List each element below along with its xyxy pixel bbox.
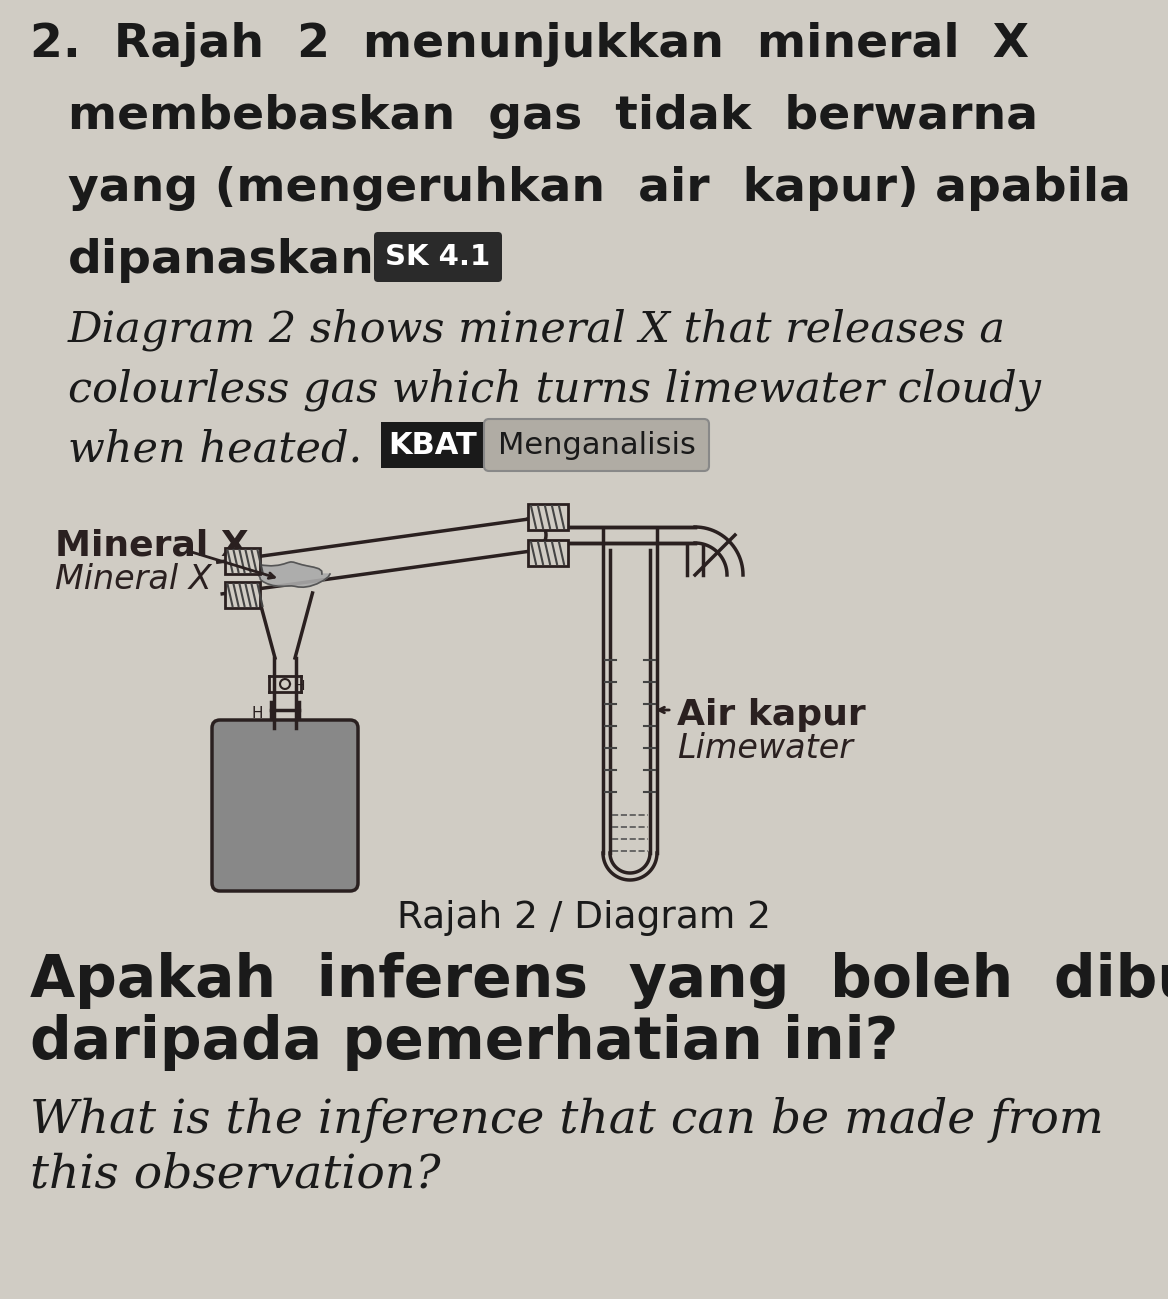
- Text: KBAT: KBAT: [389, 430, 478, 460]
- Text: Apakah  inferens  yang  boleh  dibuat: Apakah inferens yang boleh dibuat: [30, 952, 1168, 1009]
- Text: when heated.: when heated.: [68, 427, 362, 470]
- Text: Menganalisis: Menganalisis: [498, 430, 695, 460]
- Text: dipanaskan.: dipanaskan.: [68, 238, 392, 283]
- FancyBboxPatch shape: [374, 233, 502, 282]
- FancyBboxPatch shape: [381, 422, 485, 468]
- Polygon shape: [257, 594, 313, 659]
- Bar: [224, 548, 259, 574]
- FancyBboxPatch shape: [213, 720, 359, 891]
- Text: Mineral X: Mineral X: [55, 562, 211, 595]
- Text: membebaskan  gas  tidak  berwarna: membebaskan gas tidak berwarna: [68, 94, 1038, 139]
- Text: Mineral X: Mineral X: [55, 527, 249, 562]
- Text: 2.  Rajah  2  menunjukkan  mineral  X: 2. Rajah 2 menunjukkan mineral X: [30, 22, 1029, 68]
- Bar: [528, 540, 568, 566]
- FancyBboxPatch shape: [484, 420, 709, 472]
- Text: Air kapur: Air kapur: [677, 698, 865, 733]
- Text: colourless gas which turns limewater cloudy: colourless gas which turns limewater clo…: [68, 368, 1041, 410]
- Text: yang (mengeruhkan  air  kapur) apabila: yang (mengeruhkan air kapur) apabila: [68, 166, 1131, 210]
- Text: H: H: [296, 679, 305, 692]
- Text: What is the inference that can be made from: What is the inference that can be made f…: [30, 1096, 1104, 1143]
- Text: H: H: [251, 705, 263, 721]
- Bar: [224, 582, 259, 608]
- Bar: [528, 504, 568, 530]
- Text: this observation?: this observation?: [30, 1152, 440, 1198]
- Text: Limewater: Limewater: [677, 733, 853, 765]
- Text: SK 4.1: SK 4.1: [385, 243, 491, 271]
- Text: Rajah 2 / Diagram 2: Rajah 2 / Diagram 2: [397, 900, 771, 937]
- Text: daripada pemerhatian ini?: daripada pemerhatian ini?: [30, 1015, 898, 1070]
- Polygon shape: [251, 562, 331, 587]
- Text: Diagram 2 shows mineral X that releases a: Diagram 2 shows mineral X that releases …: [68, 308, 1006, 351]
